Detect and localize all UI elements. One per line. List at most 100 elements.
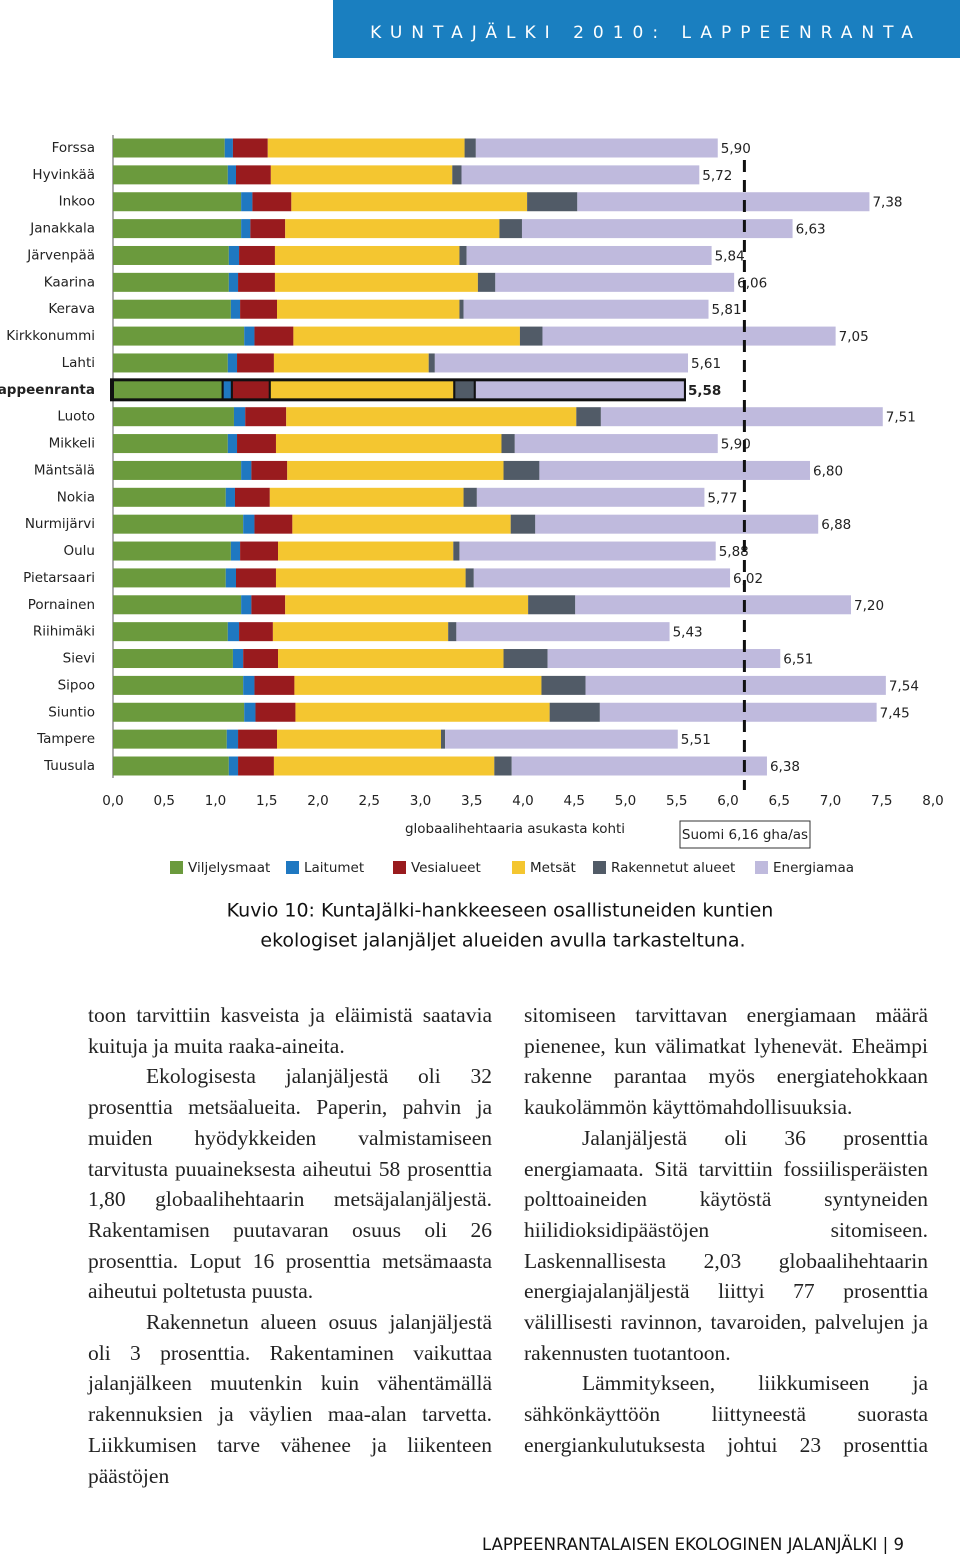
legend-label: Rakennetut alueet [611, 860, 735, 876]
paragraph: Lämmitykseen, liikkumiseen ja sähkönkäyt… [524, 1371, 928, 1457]
category-label: Mikkeli [49, 436, 95, 452]
bar-segment [252, 192, 292, 212]
x-tick-label: 0,0 [102, 793, 123, 809]
caption: ekologiset jalanjäljet alueiden avulla t… [260, 930, 745, 952]
category-label: Forssa [52, 140, 95, 156]
bar-segment [445, 729, 678, 749]
bar-segment [452, 165, 462, 185]
bar-segment [224, 138, 233, 158]
bar-segment [291, 192, 528, 212]
category-label: Tuusula [43, 758, 95, 774]
bar-segment [503, 649, 548, 669]
reference-label: Suomi 6,16 gha/as [682, 827, 808, 843]
x-tick-label: 7,5 [871, 793, 892, 809]
total-label: 7,54 [889, 678, 919, 694]
bar-segment [244, 702, 256, 722]
bar-segment [434, 353, 689, 373]
x-tick-label: 1,0 [205, 793, 226, 809]
paragraph: toon tarvittiin kasveista ja eläimistä s… [88, 1003, 492, 1058]
category-label: Kaarina [44, 274, 95, 290]
bar-segment [293, 326, 520, 346]
bar-segment [227, 165, 236, 185]
bar-segment [585, 675, 886, 695]
footer: LAPPEENRANTALAISEN EKOLOGINEN JALANJÄLKI… [482, 1535, 904, 1554]
bar-segment [228, 272, 239, 292]
legend-swatch [593, 861, 606, 874]
x-tick-label: 6,0 [717, 793, 738, 809]
total-label: 7,38 [872, 195, 902, 211]
total-label: 5,77 [707, 490, 737, 506]
bar-segment [239, 622, 273, 642]
bar-segment [459, 299, 464, 319]
bar-segment [241, 192, 253, 212]
bar-segment [113, 219, 242, 239]
category-label: Janakkala [29, 221, 95, 237]
bar-segment [528, 595, 576, 615]
bar-segment [241, 595, 252, 615]
legend-label: Metsät [530, 860, 576, 876]
category-label: Sipoo [58, 677, 95, 693]
bar-segment [463, 487, 477, 507]
bar-segment [236, 165, 271, 185]
bar-segment [539, 460, 810, 480]
bar-segment [113, 165, 228, 185]
x-axis-label: globaalihehtaaria asukasta kohti [405, 821, 625, 837]
legend-swatch [170, 861, 183, 874]
header-band [333, 0, 960, 58]
x-tick-label: 2,5 [359, 793, 380, 809]
category-label: Lahti [62, 355, 95, 371]
bar-segment [245, 407, 287, 427]
bar-segment [228, 756, 239, 776]
bar-segment [499, 219, 522, 239]
bar-segment [272, 622, 449, 642]
bar-segment [275, 568, 466, 588]
bar-segment [113, 192, 242, 212]
bar-segment [270, 165, 453, 185]
bar-segment [238, 756, 274, 776]
total-label: 5,72 [702, 168, 732, 184]
bar-segment [238, 272, 275, 292]
x-tick-label: 8,0 [922, 793, 943, 809]
bar-segment [243, 675, 255, 695]
category-label: Nokia [57, 489, 95, 505]
bar-segment [453, 541, 460, 561]
category-label: Järvenpää [26, 247, 95, 263]
bar-segment [494, 756, 512, 776]
total-label: 5,61 [691, 356, 721, 372]
bar-segment [113, 487, 226, 507]
category-label: Sievi [63, 651, 95, 667]
bar-segment [463, 299, 709, 319]
bar-segment [294, 675, 542, 695]
bar-segment [254, 675, 295, 695]
bar-segment [535, 514, 819, 534]
bar-segment [542, 326, 836, 346]
bar-segment [232, 649, 244, 669]
bar-segment [230, 299, 241, 319]
bar-segment [113, 541, 231, 561]
total-label: 7,51 [886, 410, 916, 426]
bar-segment [240, 541, 279, 561]
bar-segment [476, 487, 705, 507]
bar-segment [230, 379, 271, 401]
bar-segment [241, 219, 251, 239]
bar-segment [428, 353, 435, 373]
x-tick-label: 2,0 [307, 793, 328, 809]
bar-segment [233, 407, 246, 427]
total-label: 7,45 [880, 705, 910, 721]
legend-swatch [286, 861, 299, 874]
bar-segment [600, 407, 883, 427]
paragraph: Jalanjäljestä oli 36 prosenttia energiam… [524, 1125, 928, 1365]
bar-segment [519, 326, 543, 346]
total-label: 5,90 [721, 437, 751, 453]
category-label: Siuntio [48, 704, 95, 720]
bar-segment [225, 487, 235, 507]
legend-label: Viljelysmaat [188, 860, 270, 876]
bar-segment [285, 219, 500, 239]
bar-segment [514, 434, 718, 454]
bar-segment [527, 192, 578, 212]
bar-segment [473, 379, 686, 401]
bar-segment [465, 568, 474, 588]
bar-segment [278, 649, 504, 669]
total-label: 5,90 [721, 141, 751, 157]
bar-segment [250, 219, 286, 239]
